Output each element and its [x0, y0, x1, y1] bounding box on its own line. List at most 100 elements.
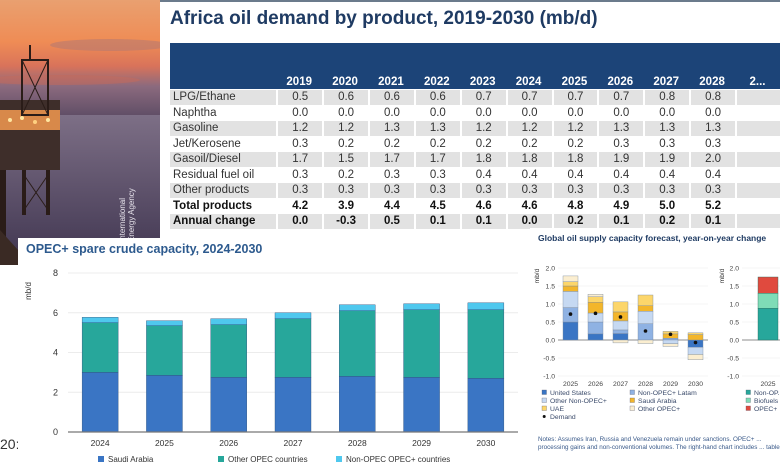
table-cell: 0.0: [276, 105, 322, 120]
demand-marker: [643, 329, 648, 333]
table-cell: 1.8: [459, 152, 506, 167]
table-title: Africa oil demand by product, 2019-2030 …: [170, 8, 598, 29]
table-cell: 0.7: [505, 90, 552, 105]
table-cell: 1.3: [368, 121, 414, 136]
table-cell: 4.8: [551, 198, 598, 213]
table-cell: 0.1: [459, 214, 506, 229]
y-tick-label: 0.5: [546, 320, 556, 327]
legend-swatch: [629, 405, 635, 411]
bar-segment-saudi-arabia: [562, 285, 579, 292]
oil-rig-illustration: [0, 0, 160, 265]
demand-marker: [568, 312, 573, 316]
table-cell: 1.5: [322, 152, 369, 167]
column-header: 2024: [505, 43, 552, 89]
y-tick-label: 0.0: [546, 338, 556, 345]
table-cell: 0.0: [551, 105, 598, 120]
y-tick-label: 2.0: [730, 266, 740, 273]
table-cell: 0.0: [597, 105, 643, 120]
table-cell: 0.5: [276, 90, 323, 105]
table-cell: 0.2: [368, 136, 414, 151]
bar-segment-uae: [587, 296, 604, 303]
y-tick-label: -0.5: [727, 356, 739, 363]
table-cell: 0.0: [643, 105, 689, 120]
table-cell: 0.2: [459, 136, 506, 151]
bar-segment-uae: [687, 332, 704, 335]
table-cell: 1.3: [689, 121, 736, 136]
table-cell: 0.2: [322, 136, 368, 151]
legend-swatch: [745, 389, 751, 395]
oil-rig-photo: International Energy Agency: [0, 0, 160, 265]
table-cell: 0.4: [689, 167, 735, 182]
legend-label: OPEC+: [754, 406, 777, 413]
table-cell: [735, 105, 780, 120]
table-cell: 4.6: [459, 198, 506, 213]
table-cell: 1.2: [505, 121, 552, 136]
table-cell: 0.0: [505, 214, 552, 229]
y-tick-label: 2.0: [546, 266, 556, 273]
column-header: 2025: [551, 43, 598, 89]
bar-segment-other-non-opec-: [687, 346, 704, 355]
table-cell: 0.8: [689, 90, 736, 105]
row-label: Annual change: [170, 214, 277, 229]
table-cell: 0.0: [322, 105, 368, 120]
legend-swatch: [98, 456, 104, 462]
column-header: 2...: [735, 43, 780, 89]
table-row: Gasoline 1.2 1.2 1.3 1.3 1.2 1.2 1.2 1.3 1.3 1.3: [170, 121, 780, 136]
table-cell: [735, 152, 780, 167]
column-header: 2027: [643, 43, 690, 89]
table-cell: 0.2: [413, 136, 460, 151]
x-tick-label: 2025: [760, 381, 775, 388]
legend-label: Non-OPEC+ Latam: [638, 390, 697, 397]
table-cell: 0.8: [643, 90, 690, 105]
bar-segment-other-opec-: [562, 275, 579, 282]
bar-segment-non-opec-opec-countries: [339, 304, 376, 311]
legend-swatch: [218, 456, 224, 462]
bar-segment-united-states: [612, 333, 629, 341]
y-tick-label: -1.0: [727, 374, 739, 381]
row-label: LPG/Ethane: [170, 90, 277, 105]
bar-segment-non-opec-opec-countries: [210, 318, 247, 325]
y-tick-label: 2: [53, 387, 58, 397]
x-tick-label: 2029: [412, 438, 431, 448]
table-cell: 0.0: [413, 105, 460, 120]
demand-marker: [593, 311, 598, 316]
bar-segment-other-non-opec-: [637, 310, 654, 324]
table-cell: 1.8: [551, 152, 598, 167]
bar-segment-other-opec-: [637, 339, 654, 344]
bar-segment-saudi-arabia: [339, 376, 376, 433]
table-row: Annual change 0.0 -0.3 0.5 0.1 0.1 0.0 0.2 0.1 0.…: [170, 214, 780, 229]
table-cell: 0.4: [459, 167, 506, 182]
table-cell: 0.3: [276, 167, 322, 182]
table-cell: 0.2: [505, 136, 552, 151]
demand-marker: [668, 332, 673, 337]
bar-segment-other-opec-: [662, 343, 679, 347]
table-cell: 1.7: [368, 152, 414, 167]
y-axis-label: mb/d: [24, 282, 33, 300]
x-tick-label: 2024: [91, 438, 110, 448]
bar-segment-other-opec-countries: [339, 310, 376, 377]
table-cell: 0.3: [689, 183, 736, 198]
global-supply-chart: -1.0 -0.5 0.0 0.5 1.0 1.5 2.0 mb/d 2025 2026 2027 2…: [534, 266, 780, 421]
table-cell: 0.3: [597, 136, 643, 151]
bar-segment-uae: [612, 301, 629, 313]
bar-segment-saudi-arabia: [274, 377, 312, 433]
row-label: Jet/Kerosene: [173, 137, 241, 150]
x-tick-label: 2025: [155, 438, 174, 448]
x-tick-label: 2028: [638, 381, 653, 388]
table-cell: 1.3: [413, 121, 460, 136]
table-cell: [735, 90, 780, 105]
legend-label: Other Non-OPEC+: [550, 398, 607, 405]
opec-chart-title: OPEC+ spare crude capacity, 2024-2030: [26, 242, 263, 256]
x-tick-label: 2026: [219, 438, 238, 448]
table-cell: -0.3: [322, 214, 369, 229]
bar-segment-non-opec-latam: [587, 321, 604, 335]
table-cell: 5.2: [689, 198, 735, 213]
table-cell: 0.3: [689, 136, 735, 151]
table-cell: [735, 198, 780, 213]
y-tick-label: 1.0: [730, 302, 740, 309]
y-tick-label: 1.0: [546, 302, 556, 309]
table-cell: 0.2: [643, 214, 690, 229]
x-tick-label: 2028: [348, 438, 367, 448]
table-cell: 0.3: [368, 183, 414, 198]
table-cell: 0.3: [413, 183, 460, 198]
